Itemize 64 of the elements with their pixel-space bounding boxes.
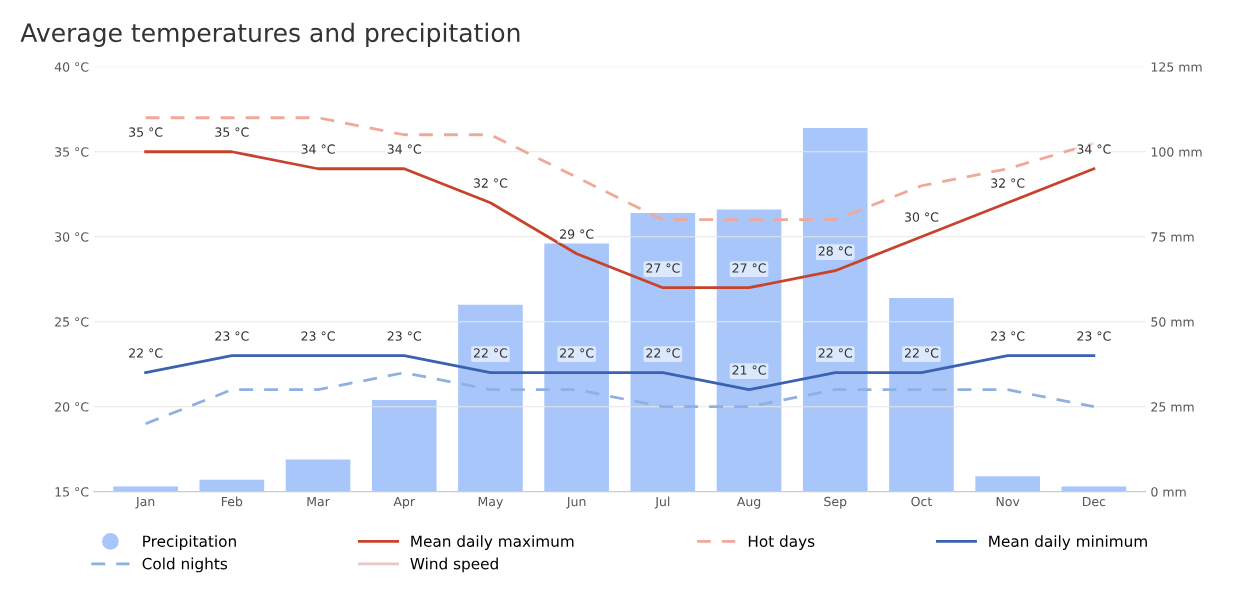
x-tick-label: May	[478, 496, 503, 509]
x-tick-label: Dec	[1082, 496, 1106, 507]
legend-label: Mean daily maximum	[411, 535, 574, 550]
legend-label: Mean daily minimum	[989, 535, 1147, 550]
bar	[889, 297, 954, 492]
chart-title: Average temperatures and precipitation	[20, 22, 520, 47]
data-label: 29 °C	[560, 229, 594, 239]
x-tick-label: Jan	[135, 496, 155, 509]
data-label: 34 °C	[301, 144, 335, 154]
data-label: 27 °C	[732, 263, 766, 273]
data-label: 21 °C	[732, 365, 766, 375]
bar	[975, 476, 1040, 492]
y-tick-label: 20 °C	[55, 402, 89, 412]
data-label: 28 °C	[818, 246, 852, 256]
data-label: 32 °C	[991, 178, 1025, 188]
y2-tick-label: 50 mm	[1151, 317, 1194, 327]
y2-tick-label: 0 mm	[1151, 487, 1186, 497]
y2-tick-label: 100 mm	[1151, 147, 1202, 157]
bar	[371, 399, 437, 492]
bar	[716, 209, 782, 492]
legend-label: Precipitation	[143, 535, 236, 550]
data-label: 34 °C	[1077, 144, 1111, 154]
y-tick-label: 25 °C	[55, 317, 89, 327]
data-label: 22 °C	[473, 348, 508, 358]
x-tick-label: Feb	[221, 496, 243, 507]
data-label: 35 °C	[129, 127, 163, 137]
data-label: 22 °C	[560, 348, 594, 358]
legend-label: Wind speed	[410, 557, 498, 573]
y-tick-label: 30 °C	[55, 232, 89, 242]
x-tick-label: Jul	[654, 496, 670, 509]
y-tick-label: 35 °C	[55, 147, 89, 157]
data-label: 35 °C	[215, 127, 249, 137]
bar	[285, 459, 351, 492]
data-label: 32 °C	[473, 178, 508, 188]
data-label: 23 °C	[215, 331, 249, 341]
bar	[199, 479, 265, 492]
y2-tick-label: 25 mm	[1151, 402, 1194, 412]
legend-label: Hot days	[748, 535, 815, 550]
data-label: 22 °C	[904, 348, 939, 358]
y2-tick-label: 75 mm	[1151, 232, 1194, 242]
y-tick-label: 40 °C	[54, 62, 89, 72]
x-tick-label: Sep	[824, 496, 847, 509]
x-tick-label: Aug	[736, 496, 761, 509]
data-label: 22 °C	[129, 348, 163, 358]
y2-tick-label: 125 mm	[1151, 62, 1202, 72]
x-tick-label: Oct	[911, 496, 932, 507]
legend-label: Cold nights	[142, 557, 228, 573]
data-label: 23 °C	[1077, 331, 1111, 341]
data-label: 30 °C	[904, 212, 939, 222]
data-label: 23 °C	[387, 331, 421, 341]
x-tick-label: Mar	[307, 496, 330, 507]
x-tick-label: Apr	[393, 496, 416, 509]
bar	[802, 127, 868, 492]
data-label: 34 °C	[387, 144, 421, 154]
x-tick-label: Jun	[566, 496, 586, 509]
y-tick-label: 15 °C	[55, 487, 89, 497]
data-label: 23 °C	[301, 331, 335, 341]
bar	[630, 212, 696, 492]
data-label: 23 °C	[991, 331, 1025, 341]
data-label: 22 °C	[646, 348, 680, 358]
data-label: 22 °C	[818, 348, 852, 358]
x-tick-label: Nov	[996, 496, 1020, 507]
data-label: 27 °C	[646, 263, 680, 273]
bar	[458, 304, 523, 492]
